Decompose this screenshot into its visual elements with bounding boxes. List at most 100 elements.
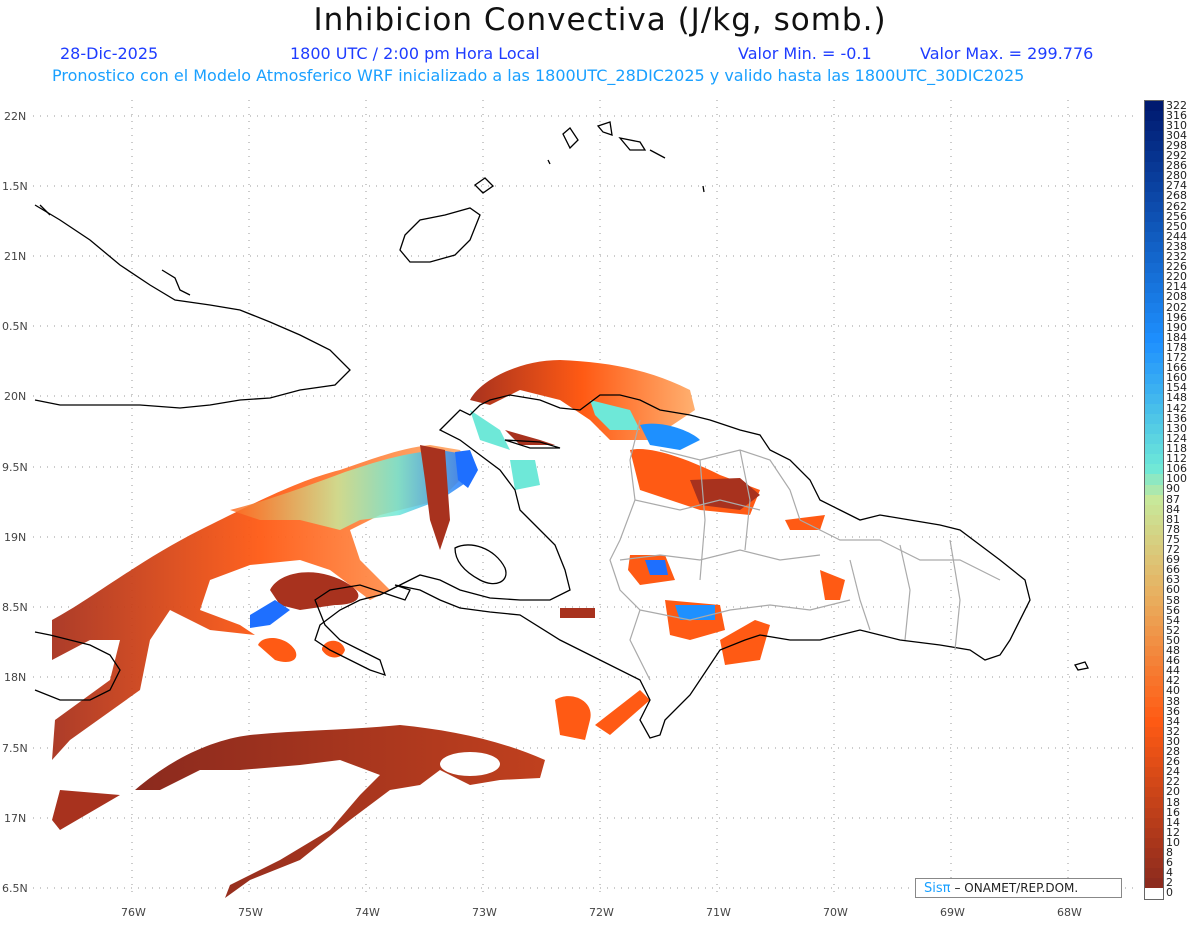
legend-label: 238 [1166, 239, 1187, 253]
legend-swatch [1145, 242, 1163, 253]
legend-swatch [1145, 807, 1163, 818]
legend-label: 42 [1166, 674, 1180, 688]
legend-label: 136 [1166, 411, 1187, 425]
lon-label: 75W [238, 906, 263, 919]
legend-label: 78 [1166, 522, 1180, 536]
legend-swatch [1145, 444, 1163, 455]
legend-swatch [1145, 101, 1163, 112]
legend-swatch [1145, 373, 1163, 384]
legend-label: 40 [1166, 684, 1180, 698]
legend-swatch [1145, 514, 1163, 525]
legend-swatch [1145, 777, 1163, 788]
map-frame [33, 100, 1137, 898]
legend-swatch [1145, 716, 1163, 727]
legend-swatch [1145, 111, 1163, 122]
lon-label: 72W [589, 906, 614, 919]
legend-label: 2 [1166, 876, 1173, 890]
legend-label: 56 [1166, 603, 1180, 617]
legend-label: 322 [1166, 98, 1187, 112]
legend-swatch [1145, 625, 1163, 636]
legend-label: 190 [1166, 320, 1187, 334]
value-min: Valor Min. = -0.1 [738, 44, 872, 63]
lat-label: 8.5N [2, 601, 28, 614]
legend-label: 16 [1166, 805, 1180, 819]
legend-label: 268 [1166, 189, 1187, 203]
legend-label: 38 [1166, 694, 1180, 708]
credit-org: – ONAMET/REP.DOM. [954, 881, 1079, 895]
legend-swatch [1145, 312, 1163, 324]
lat-label: 21N [4, 250, 27, 263]
legend-label: 316 [1166, 108, 1187, 122]
legend-swatch [1145, 585, 1163, 596]
legend-label: 54 [1166, 613, 1180, 627]
legend-swatch [1145, 181, 1163, 192]
lon-label: 70W [823, 906, 848, 919]
legend-swatch [1145, 474, 1163, 485]
value-max: Valor Max. = 299.776 [920, 44, 1094, 63]
legend-label: 304 [1166, 128, 1187, 142]
legend-label: 118 [1166, 441, 1187, 455]
legend-swatch [1145, 706, 1163, 717]
legend-label: 66 [1166, 563, 1180, 577]
legend-label: 28 [1166, 745, 1180, 759]
lat-label: 0.5N [2, 320, 28, 333]
legend-label: 280 [1166, 169, 1187, 183]
legend-swatch [1145, 434, 1163, 445]
legend-swatch [1145, 767, 1163, 778]
legend-label: 166 [1166, 361, 1187, 375]
legend-label: 286 [1166, 159, 1187, 173]
legend-swatch [1145, 646, 1163, 657]
legend-swatch [1145, 797, 1163, 808]
legend-label: 81 [1166, 512, 1180, 526]
legend-swatch [1145, 191, 1163, 202]
legend-label: 154 [1166, 381, 1187, 395]
legend-swatch [1145, 747, 1163, 758]
lon-label: 71W [706, 906, 731, 919]
cin-shading [52, 360, 845, 898]
legend-swatch [1145, 171, 1163, 182]
legend-label: 226 [1166, 260, 1187, 274]
legend-label: 292 [1166, 149, 1187, 163]
legend-swatch [1145, 232, 1163, 243]
color-legend [1144, 100, 1164, 900]
legend-swatch [1145, 858, 1163, 869]
credit-brand: Sisπ [924, 880, 951, 896]
legend-swatch [1145, 323, 1163, 334]
legend-label: 130 [1166, 421, 1187, 435]
legend-swatch [1145, 292, 1163, 303]
lat-label: 20N [4, 390, 27, 403]
legend-label: 20 [1166, 785, 1180, 799]
legend-label: 310 [1166, 118, 1187, 132]
legend-swatch [1145, 494, 1163, 505]
lat-label: 22N [4, 110, 27, 123]
legend-swatch [1145, 504, 1163, 515]
legend-swatch [1145, 868, 1163, 879]
legend-label: 50 [1166, 633, 1180, 647]
legend-swatch [1145, 161, 1163, 172]
legend-label: 274 [1166, 179, 1187, 193]
legend-swatch [1145, 252, 1163, 263]
legend-swatch [1145, 343, 1163, 354]
coastlines [34, 121, 1089, 739]
lat-label: 6.5N [2, 882, 28, 895]
legend-label: 14 [1166, 815, 1180, 829]
map-title: Inhibicion Convectiva (J/kg, somb.) [313, 2, 887, 38]
legend-swatch [1145, 121, 1163, 132]
legend-label: 148 [1166, 391, 1187, 405]
legend-swatch [1145, 787, 1163, 798]
legend-swatch [1145, 817, 1163, 828]
legend-label: 8 [1166, 846, 1173, 860]
legend-swatch [1145, 131, 1163, 142]
legend-swatch [1145, 757, 1163, 768]
legend-swatch [1145, 726, 1163, 737]
legend-label: 48 [1166, 644, 1180, 658]
legend-swatch [1145, 565, 1163, 576]
legend-labels: 322 316 310 304 298 292 286 280 274 268 262 256 250 2… [1166, 98, 1200, 899]
legend-swatch [1145, 151, 1163, 162]
legend-label: 90 [1166, 482, 1180, 496]
legend-swatch [1145, 545, 1163, 556]
legend-swatch [1145, 575, 1163, 586]
legend-label: 4 [1166, 866, 1173, 880]
legend-label: 256 [1166, 209, 1187, 223]
legend-label: 220 [1166, 270, 1187, 284]
